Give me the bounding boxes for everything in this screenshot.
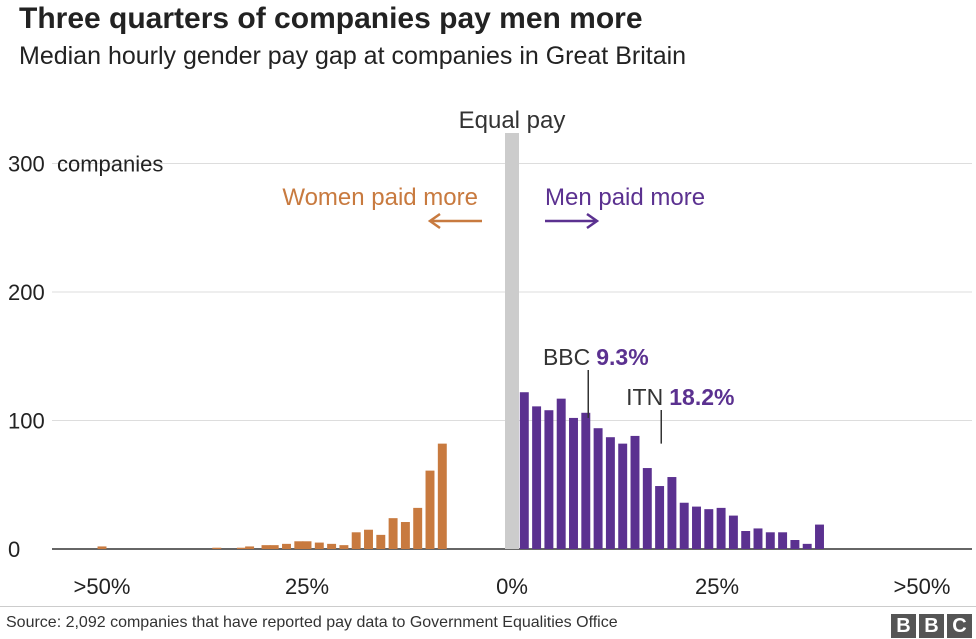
men-arrow-head-icon bbox=[586, 212, 600, 230]
men-bar bbox=[532, 406, 542, 549]
men-bar bbox=[802, 543, 812, 549]
men-bar bbox=[790, 540, 800, 549]
men-bar bbox=[815, 524, 824, 549]
women-bar bbox=[261, 545, 271, 549]
x-tick-label: 25% bbox=[695, 574, 739, 599]
bbc-logo: B B C bbox=[891, 614, 972, 638]
y-tick-label: 200 bbox=[8, 280, 45, 305]
chart-subtitle: Median hourly gender pay gap at companie… bbox=[19, 42, 687, 70]
men-bar bbox=[581, 412, 591, 549]
equal-pay-line bbox=[505, 133, 519, 549]
women-bar bbox=[245, 546, 255, 549]
men-bar bbox=[716, 507, 726, 549]
x-tick-label: >50% bbox=[894, 574, 951, 599]
men-bar bbox=[778, 532, 788, 549]
women-bar bbox=[327, 543, 337, 549]
women-bar bbox=[97, 546, 107, 549]
y-tick-label: 300 bbox=[8, 152, 45, 177]
bbc-logo-letter-1: B bbox=[891, 614, 916, 638]
men-bar bbox=[569, 417, 578, 549]
women-arrow-head-icon bbox=[427, 212, 441, 230]
bbc-logo-letter-3: C bbox=[947, 614, 972, 638]
women-bar bbox=[269, 545, 279, 549]
women-bar bbox=[302, 541, 312, 549]
men-bar bbox=[605, 437, 615, 549]
men-bar bbox=[593, 428, 603, 549]
men-bar bbox=[765, 532, 775, 549]
men-bar bbox=[544, 410, 554, 549]
men-bar bbox=[519, 392, 529, 549]
annotation-company-label: ITN bbox=[626, 384, 663, 410]
men-bar bbox=[642, 468, 652, 549]
men-bar bbox=[692, 506, 701, 549]
annotation-value-label: 18.2% bbox=[669, 384, 734, 410]
men-bar bbox=[728, 515, 738, 549]
men-paid-more-label: Men paid more bbox=[545, 184, 705, 211]
women-bar bbox=[425, 470, 435, 549]
x-tick-label: >50% bbox=[74, 574, 131, 599]
men-bar bbox=[753, 528, 763, 549]
women-bar bbox=[282, 543, 291, 549]
bbc-logo-letter-2: B bbox=[919, 614, 944, 638]
women-bar bbox=[364, 529, 373, 549]
women-bar bbox=[437, 443, 447, 549]
women-paid-more-label: Women paid more bbox=[282, 184, 478, 211]
equal-pay-label: Equal pay bbox=[459, 107, 566, 134]
men-bar bbox=[679, 502, 689, 549]
men-bar bbox=[618, 443, 628, 549]
chart-title: Three quarters of companies pay men more bbox=[19, 2, 643, 35]
x-tick-label: 25% bbox=[285, 574, 329, 599]
women-bar bbox=[400, 522, 410, 549]
men-bar bbox=[655, 486, 665, 549]
men-bar bbox=[667, 477, 677, 549]
annotation-value-label: 9.3% bbox=[596, 344, 648, 370]
women-bar bbox=[376, 534, 386, 549]
men-bar bbox=[630, 435, 640, 549]
histogram-chart: 0 100 200 300 companies >50% 25% 0% 25% >50% Equal… bbox=[8, 107, 972, 599]
source-note: Source: 2,092 companies that have report… bbox=[6, 614, 618, 631]
men-bar bbox=[704, 509, 714, 549]
men-bar bbox=[741, 531, 751, 549]
women-bar bbox=[413, 507, 423, 549]
women-bar bbox=[339, 545, 349, 549]
y-unit-label: companies bbox=[57, 152, 163, 177]
women-bar bbox=[294, 541, 304, 549]
men-bar bbox=[556, 398, 566, 549]
women-bar bbox=[388, 518, 398, 549]
footer-divider bbox=[0, 606, 976, 607]
women-bar bbox=[314, 542, 324, 549]
women-bar bbox=[236, 547, 246, 549]
y-tick-label: 100 bbox=[8, 409, 45, 434]
women-bar bbox=[212, 547, 222, 549]
women-bar bbox=[351, 532, 361, 549]
y-tick-label: 0 bbox=[8, 537, 20, 562]
annotation-company-label: BBC bbox=[543, 344, 590, 370]
x-tick-label: 0% bbox=[496, 574, 528, 599]
